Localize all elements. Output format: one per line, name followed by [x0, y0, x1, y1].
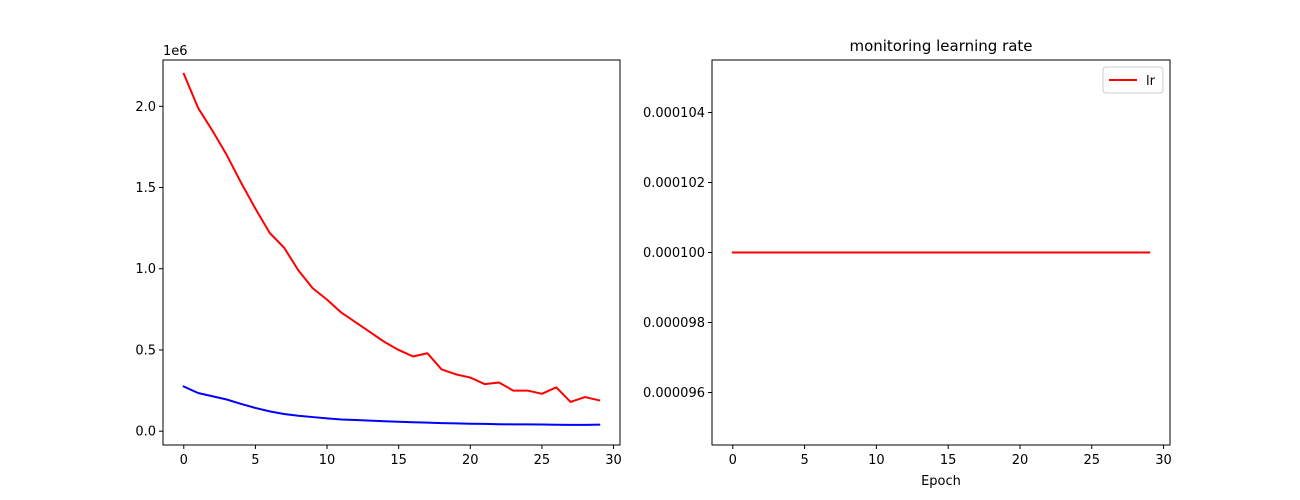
chart-title: monitoring learning rate: [849, 37, 1032, 55]
y-tick-label: 1.5: [135, 181, 156, 196]
x-axis-label: Epoch: [921, 474, 961, 489]
y-tick-label: 0.5: [135, 343, 156, 358]
x-tick-label: 10: [319, 453, 336, 468]
series-line-series-0: [182, 72, 601, 403]
x-tick-label: 25: [1083, 453, 1100, 468]
x-tick-label: 15: [390, 453, 407, 468]
y-tick-label: 0.0: [135, 425, 156, 440]
x-tick-label: 0: [729, 453, 737, 468]
legend-label: lr: [1146, 74, 1156, 89]
series-line-series-1: [182, 385, 601, 426]
x-tick-label: 5: [251, 453, 259, 468]
x-tick-label: 5: [800, 453, 808, 468]
x-tick-label: 20: [462, 453, 479, 468]
x-tick-label: 25: [534, 453, 551, 468]
y-tick-label: 0.000100: [643, 246, 705, 261]
x-tick-label: 30: [1155, 453, 1172, 468]
x-tick-label: 30: [605, 453, 622, 468]
y-offset-label: 1e6: [163, 44, 188, 59]
y-tick-label: 0.000104: [643, 106, 705, 121]
x-tick-label: 20: [1012, 453, 1029, 468]
axes-frame: [162, 59, 621, 446]
y-tick-label: 0.000098: [643, 316, 705, 331]
y-tick-label: 0.000096: [643, 386, 705, 401]
learning-rate-plot: 0 5 10 15 20 25 30 0.000096 0.000098 0.000100 0.00…: [643, 37, 1172, 489]
x-tick-label: 15: [940, 453, 957, 468]
loss-plot: 0 5 10 15 20 25 30 0.0 0.5 1.0 1.5 2.0 1e6: [135, 44, 622, 468]
x-tick-label: 0: [180, 453, 188, 468]
y-tick-label: 0.000102: [643, 176, 705, 191]
y-tick-label: 2.0: [135, 100, 156, 115]
x-tick-label: 10: [868, 453, 885, 468]
y-tick-label: 1.0: [135, 262, 156, 277]
